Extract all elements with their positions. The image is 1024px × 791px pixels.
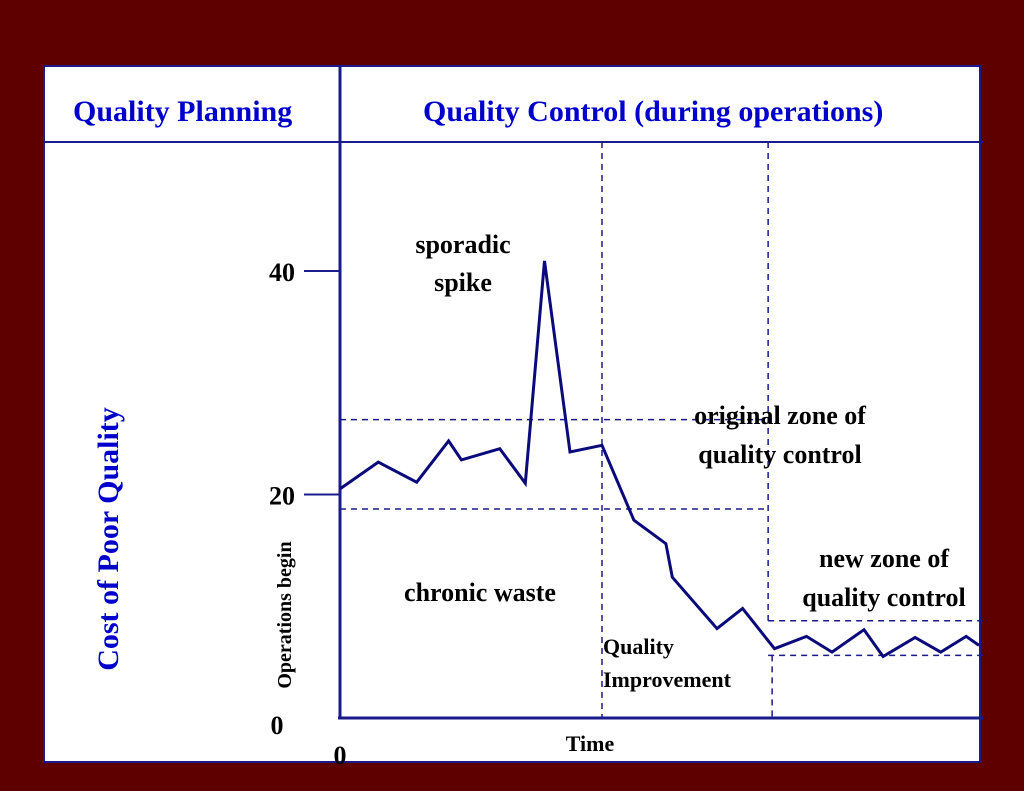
annotation-new-zone-line2: quality control (802, 583, 965, 612)
header-quality-planning: Quality Planning (73, 95, 292, 128)
header-quality-control: Quality Control (during operations) (423, 95, 883, 128)
slide: Quality Planning Quality Control (during… (43, 65, 983, 765)
y-axis-title: Cost of Poor Quality (92, 407, 125, 671)
annotation-original-zone-line2: quality control (698, 440, 861, 469)
y-tick-label-20: 20 (269, 482, 295, 511)
x-axis-title: Time (566, 731, 615, 756)
annotation-original-zone-line1: original zone of (694, 401, 866, 430)
y-tick-label-40: 40 (269, 258, 295, 287)
annotation-chronic-waste: chronic waste (404, 578, 556, 607)
annotation-spike: spike (434, 268, 492, 297)
y-axis-ticks: 0 20 40 (269, 258, 340, 740)
annotation-operations-begin: Operations begin (274, 541, 296, 688)
y-tick-label-0: 0 (271, 711, 284, 740)
annotation-improvement: Improvement (603, 667, 732, 692)
quality-trilogy-chart: Quality Planning Quality Control (during… (45, 67, 983, 765)
control-zones (340, 142, 983, 718)
x-tick-label-0: 0 (334, 741, 347, 765)
cost-of-poor-quality-line (339, 260, 980, 659)
annotation-quality: Quality (603, 634, 674, 659)
annotation-new-zone-line1: new zone of (819, 544, 949, 573)
annotation-sporadic: sporadic (415, 230, 510, 259)
